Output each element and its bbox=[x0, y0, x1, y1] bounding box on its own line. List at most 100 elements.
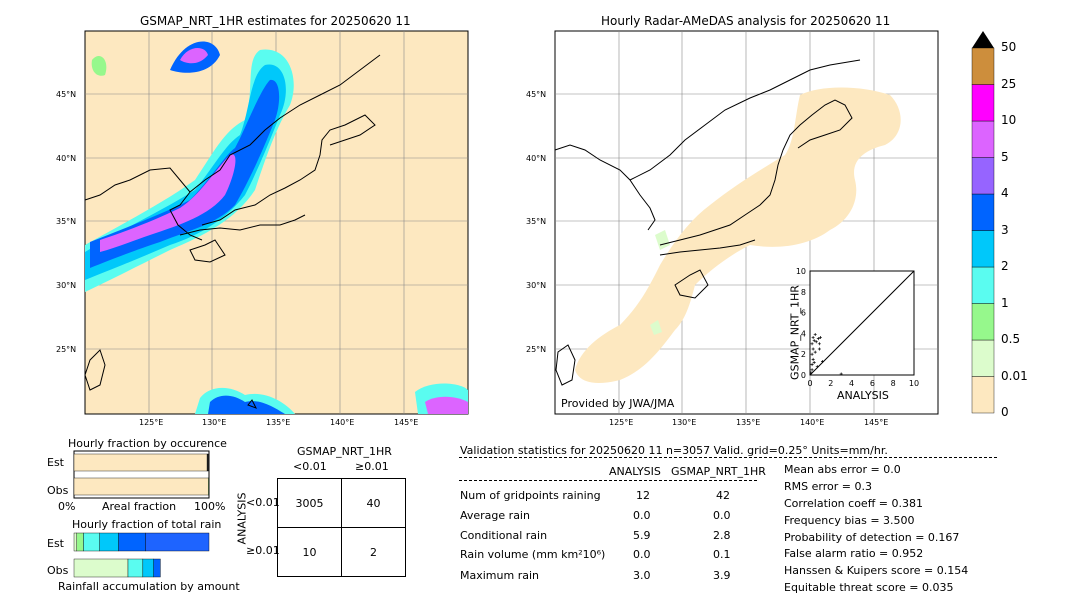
left-lat-label-25: 25°N bbox=[56, 345, 77, 354]
scatter-point-18 bbox=[820, 359, 824, 363]
colorbar-extend-arrow bbox=[972, 31, 994, 48]
scatter-point-7 bbox=[812, 339, 816, 343]
colorbar-label-10: 50 bbox=[1001, 40, 1017, 54]
validation-subdivider bbox=[459, 480, 757, 481]
score-rmse: RMS error = 0.3 bbox=[784, 480, 872, 493]
score-mae: Mean abs error = 0.0 bbox=[784, 463, 901, 476]
scatter-point-12 bbox=[817, 342, 821, 346]
total-rain-bars bbox=[73, 532, 210, 578]
right-lat-label-45: 45°N bbox=[526, 90, 547, 99]
colorbar-label-0: 0 bbox=[1001, 405, 1009, 419]
colorbar-segment-4 bbox=[971, 230, 995, 268]
occ-bar-Est-1 bbox=[206, 453, 210, 472]
left-lon-label-125: 125°E bbox=[139, 418, 164, 427]
left-lon-label-140: 140°E bbox=[330, 418, 355, 427]
colorbar-label-2: 0.5 bbox=[1001, 332, 1021, 346]
inset-ylabel: GSMAP_NRT_1HR bbox=[788, 285, 802, 380]
rain-bar-Obs-4 bbox=[153, 558, 161, 578]
right-lat-label-40: 40°N bbox=[526, 154, 547, 163]
validation-header: Validation statistics for 20250620 11 n=… bbox=[460, 444, 888, 457]
cell-tn: 3005 bbox=[277, 478, 342, 528]
left-map-title: GSMAP_NRT_1HR estimates for 20250620 11 bbox=[140, 14, 411, 28]
stat-a-volume: 0.0 bbox=[633, 548, 651, 561]
colorbar-segment-3 bbox=[971, 266, 995, 304]
right-lon-label-135: 135°E bbox=[736, 418, 761, 427]
occ-bar-Obs-1 bbox=[208, 477, 210, 496]
stat-label-raining: Num of gridpoints raining bbox=[460, 489, 601, 502]
occurrence-x-right: 100% bbox=[194, 500, 226, 513]
occurrence-frame bbox=[73, 450, 210, 499]
scatter-point-0 bbox=[809, 371, 813, 375]
rain-bar-Obs-3 bbox=[142, 558, 154, 578]
stat-g-max: 3.9 bbox=[713, 569, 731, 582]
colorbar-segment-6 bbox=[971, 157, 995, 195]
colorbar-label-5: 3 bbox=[1001, 222, 1009, 237]
occurrence-row-obs: Obs bbox=[47, 484, 69, 497]
left-lat-label-30: 30°N bbox=[56, 281, 77, 290]
right-lon-label-145: 145°E bbox=[864, 418, 889, 427]
x-tick-4: 4 bbox=[849, 379, 854, 388]
contingency-col-ge: ≥0.01 bbox=[355, 460, 389, 473]
score-corr: Correlation coeff = 0.381 bbox=[784, 497, 923, 510]
y-tick-2: 2 bbox=[801, 350, 806, 359]
y-tick-4: 4 bbox=[801, 329, 806, 338]
left-lat-label-40: 40°N bbox=[56, 154, 77, 163]
total-rain-xlabel: Rainfall accumulation by amount bbox=[58, 580, 240, 593]
x-tick-6: 6 bbox=[870, 379, 875, 388]
occurrence-x-left: 0% bbox=[58, 500, 76, 513]
validation-col-gsmap: GSMAP_NRT_1HR bbox=[671, 465, 766, 478]
right-lon-label-125: 125°E bbox=[609, 418, 634, 427]
scatter-point-14 bbox=[812, 361, 816, 365]
rain-bar-Est-0 bbox=[73, 532, 77, 552]
rain-bar-Est-5 bbox=[145, 532, 210, 552]
score-ets: Equitable threat score = 0.035 bbox=[784, 581, 954, 594]
y-tick-0: 0 bbox=[801, 371, 806, 380]
right-lat-label-25: 25°N bbox=[526, 345, 547, 354]
occ-bar-Est-0 bbox=[73, 453, 208, 472]
right-map-radar-light-rain bbox=[650, 230, 670, 335]
left-lon-label-135: 135°E bbox=[266, 418, 291, 427]
rain-bar-Est-2 bbox=[83, 532, 100, 552]
cell-fp: 40 bbox=[341, 478, 406, 528]
contingency-title: GSMAP_NRT_1HR bbox=[297, 445, 392, 458]
colorbar-segment-1 bbox=[971, 339, 995, 377]
scatter-point-1 bbox=[810, 368, 814, 372]
validation-col-analysis: ANALYSIS bbox=[609, 465, 661, 478]
score-far: False alarm ratio = 0.952 bbox=[784, 547, 924, 560]
stat-g-average: 0.0 bbox=[713, 509, 731, 522]
left-map-coastlines bbox=[84, 54, 381, 409]
scatter-point-17 bbox=[818, 336, 822, 340]
cell-fn: 10 bbox=[277, 527, 342, 577]
stat-a-average: 0.0 bbox=[633, 509, 651, 522]
left-lat-label-45: 45°N bbox=[56, 90, 77, 99]
occurrence-title: Hourly fraction by occurence bbox=[68, 437, 227, 450]
x-tick-0: 0 bbox=[807, 379, 812, 388]
total-rain-title: Hourly fraction of total rain bbox=[72, 518, 222, 531]
colorbar-label-7: 5 bbox=[1001, 149, 1009, 164]
colorbar-segments bbox=[971, 47, 995, 414]
inset-diagonal bbox=[809, 270, 915, 376]
y-tick-8: 8 bbox=[801, 288, 806, 297]
colorbar-segment-8 bbox=[971, 84, 995, 122]
x-tick-10: 10 bbox=[909, 379, 919, 388]
scatter-point-16 bbox=[817, 347, 821, 351]
scatter-point-9 bbox=[813, 332, 817, 336]
right-lon-label-140: 140°E bbox=[800, 418, 825, 427]
right-map-title: Hourly Radar-AMeDAS analysis for 2025062… bbox=[601, 14, 891, 28]
cell-tp: 2 bbox=[341, 527, 406, 577]
occ-bar-Obs-0 bbox=[73, 477, 209, 496]
stat-label-max: Maximum rain bbox=[460, 569, 539, 582]
occurrence-chart bbox=[73, 450, 210, 499]
stat-g-raining: 42 bbox=[716, 489, 730, 502]
colorbar-label-9: 25 bbox=[1001, 76, 1017, 91]
rain-bar-Est-4 bbox=[118, 532, 146, 552]
left-map bbox=[84, 30, 469, 415]
occurrence-row-est: Est bbox=[47, 456, 64, 469]
y-tick-6: 6 bbox=[801, 309, 806, 318]
x-tick-2: 2 bbox=[828, 379, 833, 388]
score-bias: Frequency bias = 3.500 bbox=[784, 514, 915, 527]
scatter-point-10 bbox=[814, 340, 818, 344]
total-rain-row-est: Est bbox=[47, 537, 64, 550]
colorbar-label-3: 1 bbox=[1001, 295, 1009, 310]
scatter-point-15 bbox=[815, 365, 819, 369]
